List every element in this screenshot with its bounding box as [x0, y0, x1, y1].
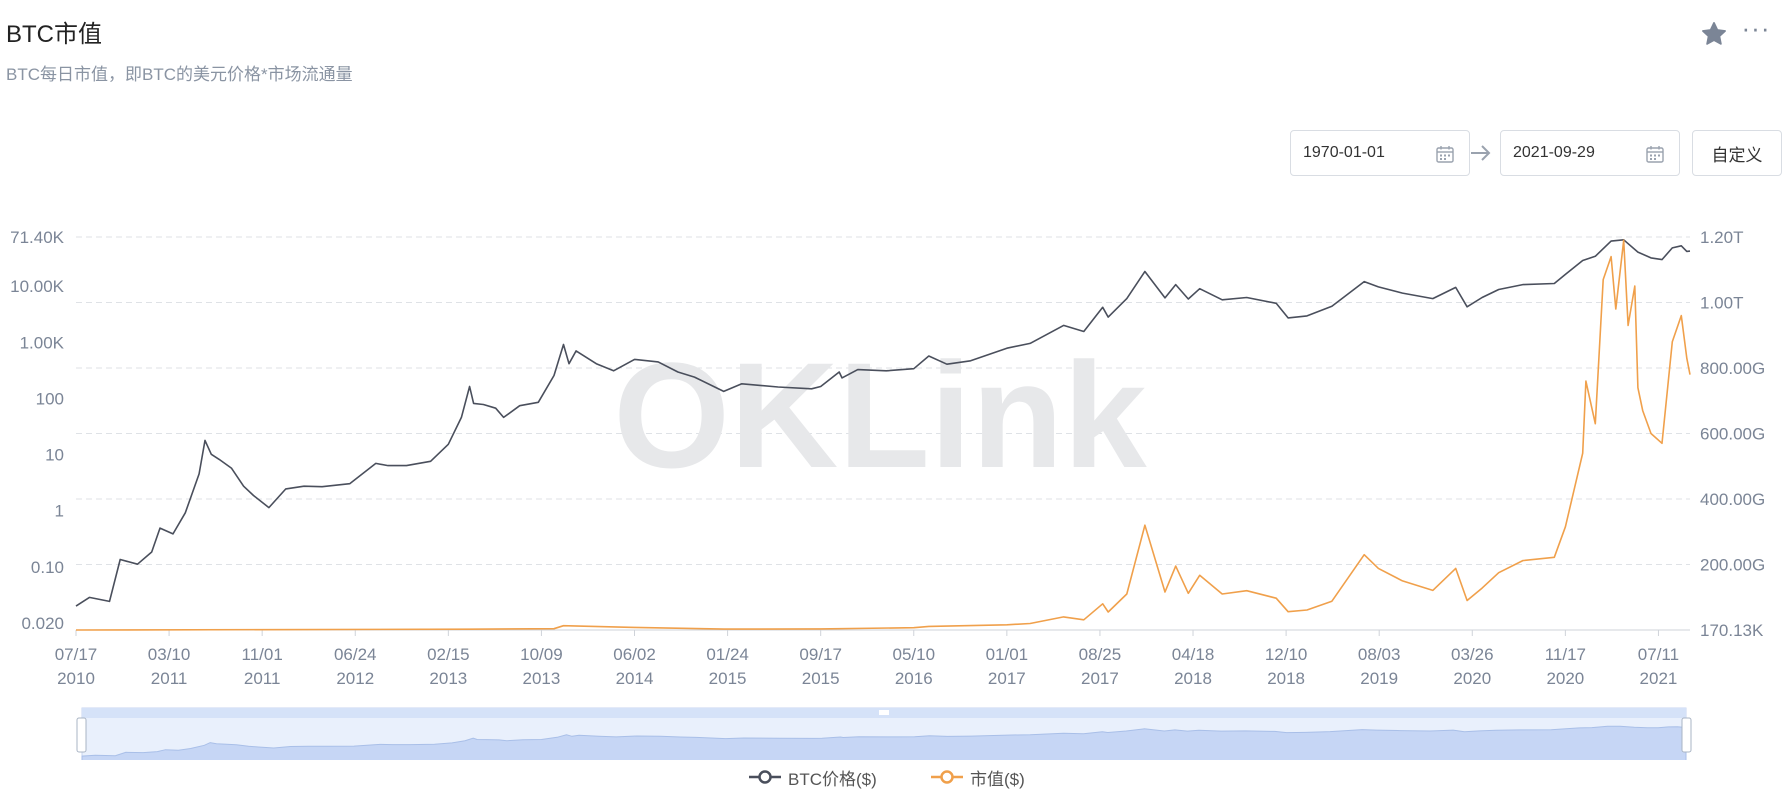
- right-axis-tick-label: 1.20T: [1700, 228, 1743, 247]
- left-axis-tick-label: 10.00K: [10, 277, 65, 296]
- series-line: [75, 238, 1691, 607]
- x-axis-tick-label: 2010: [57, 669, 95, 688]
- x-axis-tick-label: 11/01: [242, 645, 283, 664]
- star-icon[interactable]: [1700, 20, 1728, 48]
- x-axis-tick-label: 10/09: [520, 645, 563, 664]
- x-axis-tick-label: 2012: [336, 669, 374, 688]
- page-subtitle: BTC每日市值，即BTC的美元价格*市场流通量: [6, 65, 353, 84]
- x-axis-tick-label: 2015: [709, 669, 747, 688]
- x-axis-tick-label: 06/02: [613, 645, 656, 664]
- right-axis-tick-label: 600.00G: [1700, 425, 1765, 444]
- x-axis-tick-label: 02/15: [427, 645, 470, 664]
- x-axis-tick-label: 2016: [895, 669, 933, 688]
- x-axis-tick-label: 2017: [1081, 669, 1119, 688]
- more-icon[interactable]: ···: [1741, 13, 1771, 43]
- x-axis-tick-label: 03/10: [148, 645, 191, 664]
- x-axis-tick-label: 2018: [1174, 669, 1212, 688]
- calendar-icon: [1436, 146, 1454, 163]
- x-axis-tick-label: 2021: [1640, 669, 1678, 688]
- x-axis-tick-label: 01/24: [706, 645, 749, 664]
- x-axis-tick-label: 2014: [616, 669, 654, 688]
- legend-line-icon: [931, 770, 963, 784]
- left-axis-tick-label: 1: [55, 502, 64, 521]
- watermark: OKLink: [613, 331, 1147, 499]
- x-axis-tick-label: 09/17: [799, 645, 842, 664]
- left-axis-tick-label: 10: [45, 446, 64, 465]
- x-axis-tick-label: 01/01: [986, 645, 1029, 664]
- legend-label: 市值($): [970, 769, 1025, 789]
- left-axis-tick-label: 0.10: [31, 558, 64, 577]
- right-axis-tick-label: 200.00G: [1700, 556, 1765, 575]
- zoom-handle-end[interactable]: [1681, 717, 1692, 753]
- arrow-right-icon: [1471, 145, 1491, 161]
- x-axis-tick-label: 2018: [1267, 669, 1305, 688]
- x-axis-tick-label: 12/10: [1265, 645, 1308, 664]
- x-axis-tick-label: 2015: [802, 669, 840, 688]
- x-axis-tick-label: 11/17: [1545, 645, 1586, 664]
- btc-market-cap-chart: OKLink 71.40K10.00K1.00K1001010.100.020 …: [10, 228, 1765, 760]
- legend-label: BTC价格($): [788, 769, 877, 789]
- x-axis-tick-label: 07/11: [1638, 645, 1679, 664]
- start-date-value: 1970-01-01: [1303, 144, 1385, 161]
- left-axis-tick-label: 1.00K: [20, 333, 65, 352]
- custom-range-button[interactable]: 自定义: [1692, 130, 1782, 176]
- x-axis-tick-label: 2020: [1546, 669, 1584, 688]
- left-axis-tick-label: 0.020: [21, 614, 64, 633]
- x-axis-tick-label: 05/10: [892, 645, 935, 664]
- legend-line-icon: [749, 770, 781, 784]
- x-axis-tick-label: 08/25: [1079, 645, 1122, 664]
- zoom-drag-grip: [879, 710, 889, 715]
- zoom-slider-preview: [81, 725, 1687, 760]
- right-axis-tick-label: 400.00G: [1700, 490, 1765, 509]
- x-axis-tick-label: 03/26: [1451, 645, 1494, 664]
- right-axis-tick-label: 1.00T: [1700, 294, 1743, 313]
- right-axis-tick-label: 170.13K: [1700, 621, 1764, 640]
- left-axis-tick-label: 71.40K: [10, 228, 65, 247]
- x-axis-tick-label: 2017: [988, 669, 1026, 688]
- legend-item-btc-price[interactable]: BTC价格($): [748, 766, 877, 789]
- x-axis-tick-label: 07/17: [55, 645, 98, 664]
- right-axis-tick-label: 800.00G: [1700, 359, 1765, 378]
- zoom-handle-start[interactable]: [76, 717, 87, 753]
- legend-item-market-cap[interactable]: 市值($): [930, 766, 1025, 789]
- start-date-input[interactable]: 1970-01-01: [1290, 130, 1470, 176]
- calendar-icon: [1646, 146, 1664, 163]
- x-axis-tick-label: 08/03: [1358, 645, 1401, 664]
- end-date-value: 2021-09-29: [1513, 144, 1595, 161]
- end-date-input[interactable]: 2021-09-29: [1500, 130, 1680, 176]
- page-title: BTC市值: [6, 21, 102, 48]
- x-axis-tick-label: 2013: [523, 669, 561, 688]
- x-axis-tick-label: 2020: [1453, 669, 1491, 688]
- x-axis-tick-label: 2011: [151, 669, 188, 688]
- x-axis-tick-label: 2011: [244, 669, 281, 688]
- left-axis-tick-label: 100: [36, 389, 64, 408]
- series-line: [75, 239, 1691, 631]
- x-axis-tick-label: 06/24: [334, 645, 377, 664]
- x-axis-tick-label: 2019: [1360, 669, 1398, 688]
- x-axis-tick-label: 2013: [429, 669, 467, 688]
- x-axis-tick-label: 04/18: [1172, 645, 1215, 664]
